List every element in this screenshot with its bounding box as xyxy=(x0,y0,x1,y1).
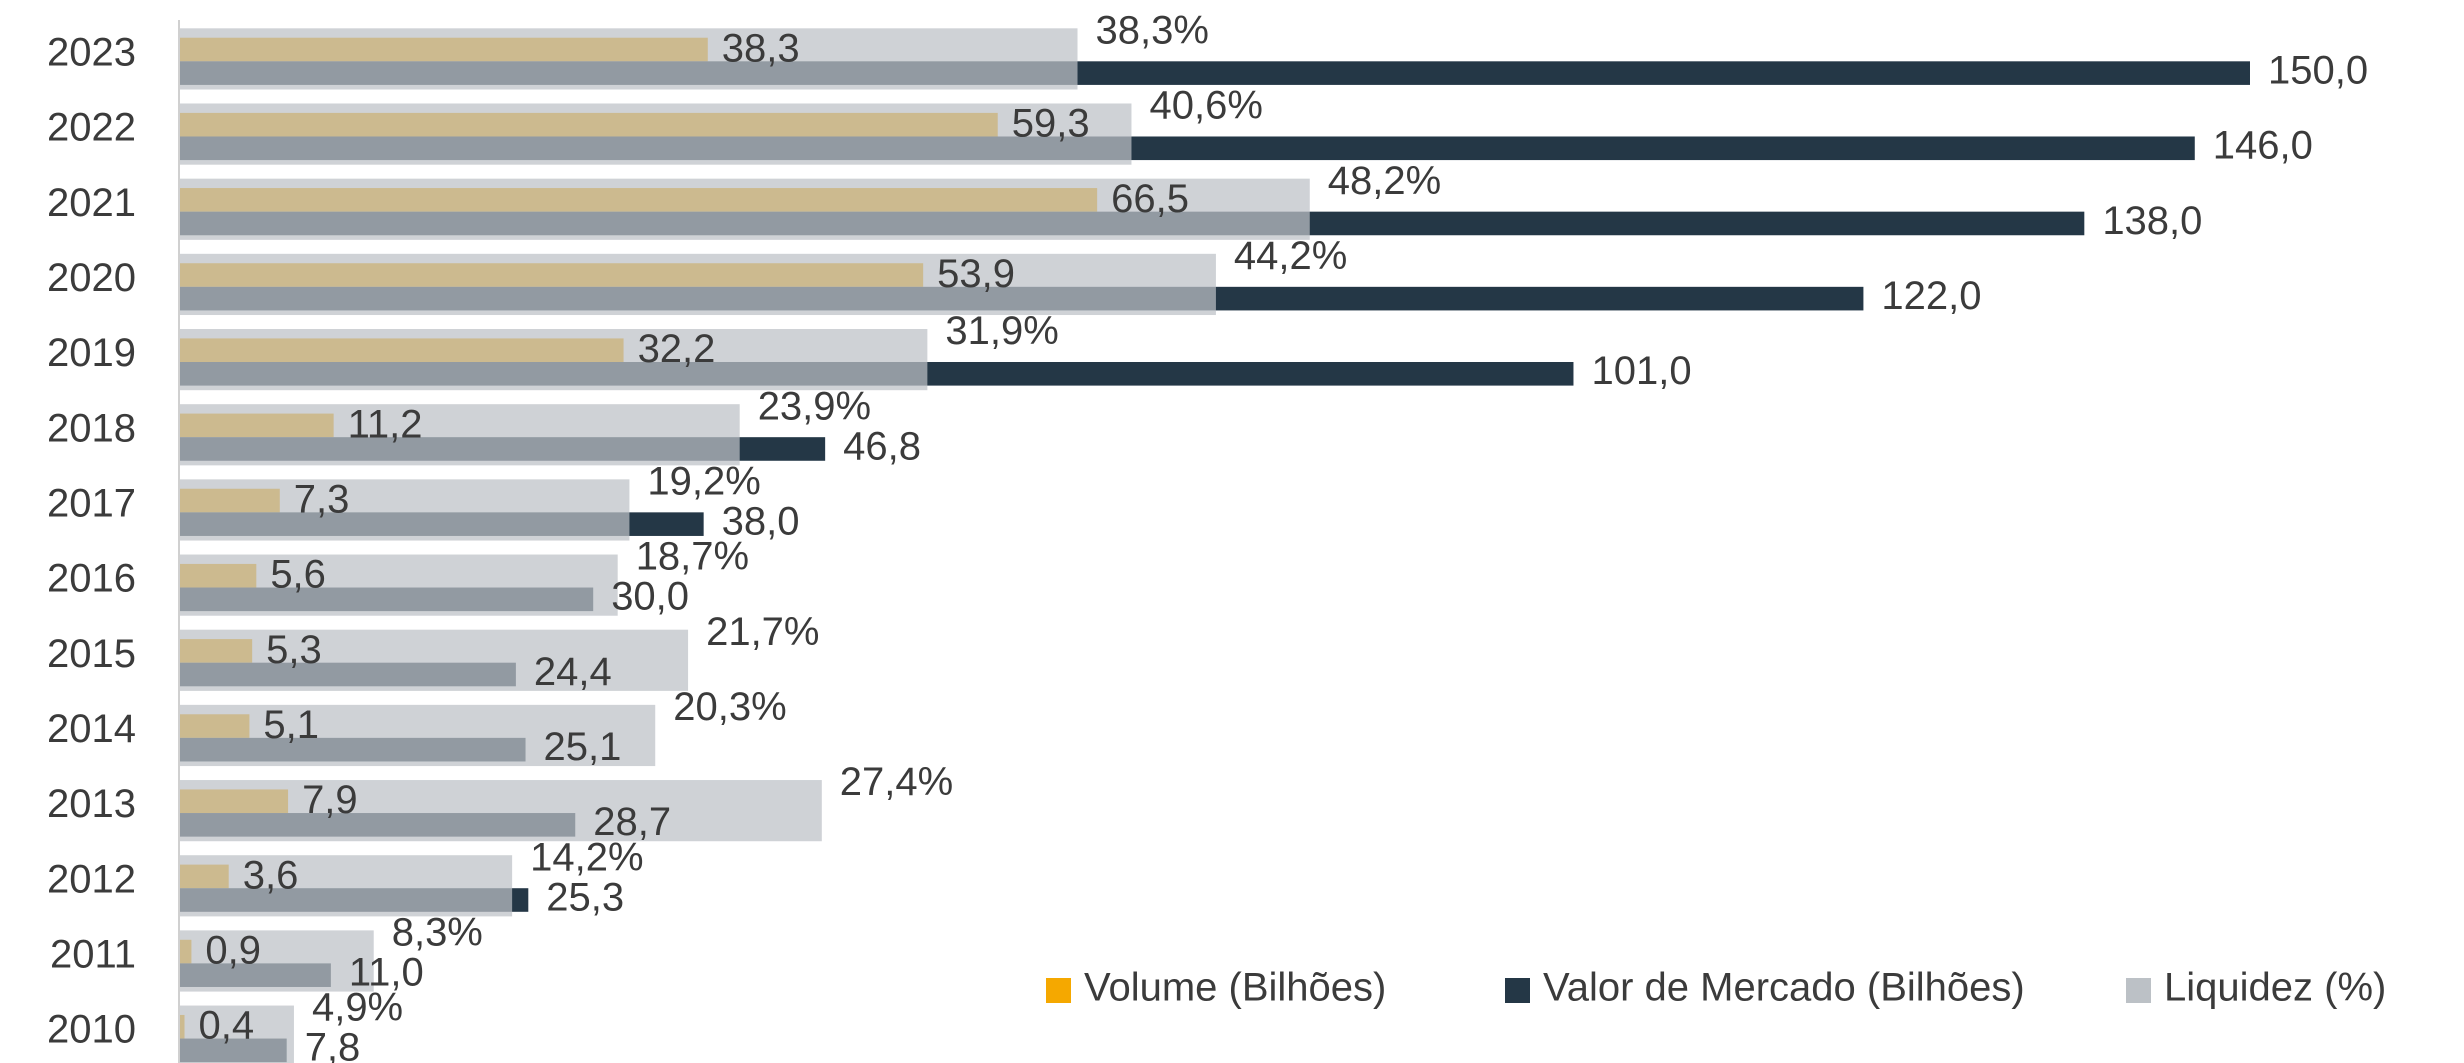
data-label: 48,2% xyxy=(1328,159,1441,203)
y-tick-label: 2018 xyxy=(47,406,136,450)
legend-label: Liquidez (%) xyxy=(2164,966,2386,1010)
data-label: 38,3% xyxy=(1096,8,1209,52)
data-label: 46,8 xyxy=(843,424,921,468)
y-tick-label: 2010 xyxy=(47,1008,136,1052)
y-tick-label: 2015 xyxy=(47,632,136,676)
data-label: 8,3% xyxy=(392,911,483,955)
data-label: 138,0 xyxy=(2102,199,2202,243)
bar xyxy=(179,855,513,917)
y-tick-label: 2021 xyxy=(47,181,136,225)
data-label: 7,8 xyxy=(305,1026,361,1063)
y-tick-label: 2022 xyxy=(47,106,136,150)
legend-swatch xyxy=(1046,978,1071,1003)
bar xyxy=(179,479,630,541)
data-label: 24,4 xyxy=(534,650,612,694)
y-tick-label: 2017 xyxy=(47,482,136,526)
bar xyxy=(179,178,1310,240)
data-label: 32,2 xyxy=(638,327,716,371)
y-tick-label: 2013 xyxy=(47,782,136,826)
data-label: 25,3 xyxy=(546,875,624,919)
data-label: 122,0 xyxy=(1881,274,1981,318)
data-label: 38,3 xyxy=(722,26,800,70)
data-label: 44,2% xyxy=(1234,234,1347,278)
data-label: 53,9 xyxy=(937,252,1015,296)
data-label: 31,9% xyxy=(945,309,1058,353)
data-label: 59,3 xyxy=(1012,102,1090,146)
data-label: 146,0 xyxy=(2213,124,2313,168)
y-tick-label: 2014 xyxy=(47,707,136,751)
data-label: 25,1 xyxy=(544,725,622,769)
data-label: 3,6 xyxy=(243,853,299,897)
bar xyxy=(179,1005,294,1063)
data-label: 150,0 xyxy=(2268,48,2368,92)
data-label: 21,7% xyxy=(706,610,819,654)
y-tick-label: 2020 xyxy=(47,256,136,300)
data-label: 19,2% xyxy=(647,460,760,504)
bar xyxy=(179,103,1132,165)
bar xyxy=(179,554,618,616)
data-label: 20,3% xyxy=(673,685,786,729)
data-label: 101,0 xyxy=(1591,349,1691,393)
y-tick-label: 2023 xyxy=(47,30,136,74)
y-tick-label: 2016 xyxy=(47,557,136,601)
bar xyxy=(179,329,928,391)
bar xyxy=(179,930,374,992)
data-label: 5,1 xyxy=(263,703,319,747)
data-label: 40,6% xyxy=(1149,84,1262,128)
data-label: 66,5 xyxy=(1111,177,1189,221)
data-label: 38,0 xyxy=(722,500,800,544)
bar xyxy=(179,629,689,691)
legend-label: Volume (Bilhões) xyxy=(1084,966,1386,1010)
data-label: 4,9% xyxy=(312,986,403,1030)
data-label: 0,9 xyxy=(205,929,261,973)
data-label: 27,4% xyxy=(840,760,953,804)
y-tick-label: 2012 xyxy=(47,857,136,901)
data-label: 28,7 xyxy=(593,800,671,844)
bar xyxy=(179,704,656,767)
bar xyxy=(179,404,740,466)
data-label: 14,2% xyxy=(530,835,643,879)
bar xyxy=(179,28,1078,90)
data-label: 0,4 xyxy=(199,1004,255,1048)
legend-swatch xyxy=(2126,978,2151,1003)
data-label: 30,0 xyxy=(611,575,689,619)
legend-label: Valor de Mercado (Bilhões) xyxy=(1543,966,2025,1010)
data-label: 11,0 xyxy=(349,951,424,995)
legend-swatch xyxy=(1505,978,1530,1003)
data-label: 7,9 xyxy=(302,778,358,822)
data-label: 11,2 xyxy=(348,402,423,446)
y-tick-label: 2019 xyxy=(47,331,136,375)
bar xyxy=(179,780,822,842)
bar xyxy=(179,253,1216,316)
data-label: 18,7% xyxy=(636,535,749,579)
data-label: 7,3 xyxy=(294,478,350,522)
data-label: 5,6 xyxy=(270,553,326,597)
y-tick-label: 2011 xyxy=(50,933,136,977)
data-label: 5,3 xyxy=(266,628,322,672)
data-label: 23,9% xyxy=(758,384,871,428)
